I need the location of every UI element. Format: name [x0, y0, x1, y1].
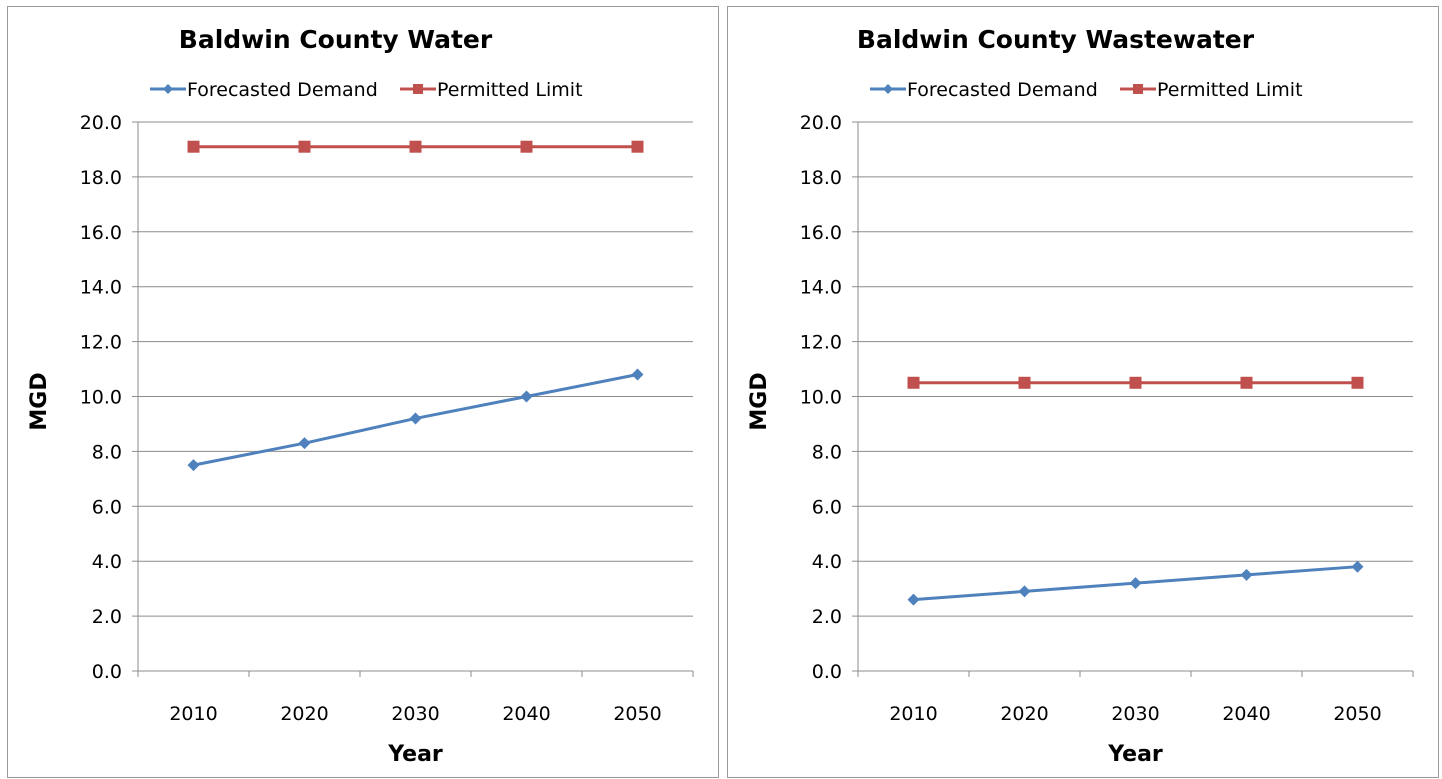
y-tick-label: 2.0 — [812, 606, 842, 628]
y-tick-label: 16.0 — [800, 222, 842, 244]
y-tick-label: 14.0 — [80, 277, 122, 299]
data-point-0 — [1129, 577, 1142, 590]
y-tick-label: 8.0 — [812, 441, 842, 463]
water-chart-panel: Baldwin County Water Forecasted Demand Per… — [7, 6, 719, 778]
data-point-1 — [1351, 376, 1364, 389]
y-tick-label: 6.0 — [92, 496, 122, 518]
x-tick-label: 2040 — [1222, 703, 1270, 725]
y-tick-label: 12.0 — [80, 332, 122, 354]
legend-marker-0 — [883, 84, 893, 94]
legend-marker-1 — [413, 84, 423, 94]
data-point-1 — [1129, 376, 1142, 389]
data-point-0 — [187, 459, 200, 472]
data-point-0 — [1351, 560, 1364, 573]
x-tick-label: 2050 — [613, 703, 661, 725]
y-tick-label: 18.0 — [800, 167, 842, 189]
y-axis-title: MGD — [747, 372, 772, 430]
y-tick-label: 8.0 — [92, 441, 122, 463]
chart-title: Baldwin County Water — [179, 25, 493, 54]
legend-marker-0 — [163, 84, 173, 94]
data-point-1 — [409, 140, 422, 153]
y-tick-label: 14.0 — [800, 277, 842, 299]
data-point-1 — [1018, 376, 1031, 389]
y-tick-label: 2.0 — [92, 606, 122, 628]
data-point-0 — [1018, 585, 1031, 598]
y-tick-label: 10.0 — [80, 387, 122, 409]
y-tick-label: 6.0 — [812, 496, 842, 518]
y-tick-label: 12.0 — [800, 332, 842, 354]
y-tick-label: 4.0 — [92, 551, 122, 573]
x-axis-title: Year — [1107, 742, 1163, 767]
data-point-1 — [298, 140, 311, 153]
water-chart: Baldwin County Water Forecasted Demand Per… — [27, 25, 694, 767]
x-tick-label: 2010 — [169, 703, 217, 725]
data-point-0 — [298, 437, 311, 450]
chart-title: Baldwin County Wastewater — [857, 25, 1255, 54]
data-point-0 — [520, 390, 533, 403]
legend-marker-1 — [1133, 84, 1143, 94]
legend-label-0: Forecasted Demand — [907, 79, 1098, 101]
x-tick-label: 2040 — [502, 703, 550, 725]
y-tick-label: 18.0 — [80, 167, 122, 189]
x-tick-label: 2030 — [1111, 703, 1159, 725]
y-tick-label: 0.0 — [92, 661, 122, 683]
x-tick-label: 2020 — [280, 703, 328, 725]
data-point-0 — [631, 368, 644, 381]
legend-label-1: Permitted Limit — [437, 79, 583, 101]
data-point-1 — [187, 140, 200, 153]
y-tick-label: 16.0 — [80, 222, 122, 244]
y-tick-label: 20.0 — [800, 112, 842, 134]
x-tick-label: 2030 — [391, 703, 439, 725]
x-tick-label: 2020 — [1000, 703, 1048, 725]
data-point-0 — [409, 412, 422, 425]
legend-label-1: Permitted Limit — [1157, 79, 1303, 101]
wastewater-chart-panel: Baldwin County Wastewater Forecasted Dema… — [727, 6, 1439, 778]
data-point-1 — [631, 140, 644, 153]
data-point-1 — [520, 140, 533, 153]
y-tick-label: 0.0 — [812, 661, 842, 683]
y-tick-label: 20.0 — [80, 112, 122, 134]
data-point-0 — [1240, 568, 1253, 581]
x-tick-label: 2050 — [1333, 703, 1381, 725]
y-tick-label: 4.0 — [812, 551, 842, 573]
y-axis-title: MGD — [27, 372, 52, 430]
y-tick-label: 10.0 — [800, 387, 842, 409]
x-axis-title: Year — [387, 742, 443, 767]
wastewater-chart: Baldwin County Wastewater Forecasted Dema… — [747, 25, 1414, 767]
data-point-1 — [907, 376, 920, 389]
x-tick-label: 2010 — [889, 703, 937, 725]
legend-label-0: Forecasted Demand — [187, 79, 378, 101]
data-point-1 — [1240, 376, 1253, 389]
data-point-0 — [907, 593, 920, 606]
